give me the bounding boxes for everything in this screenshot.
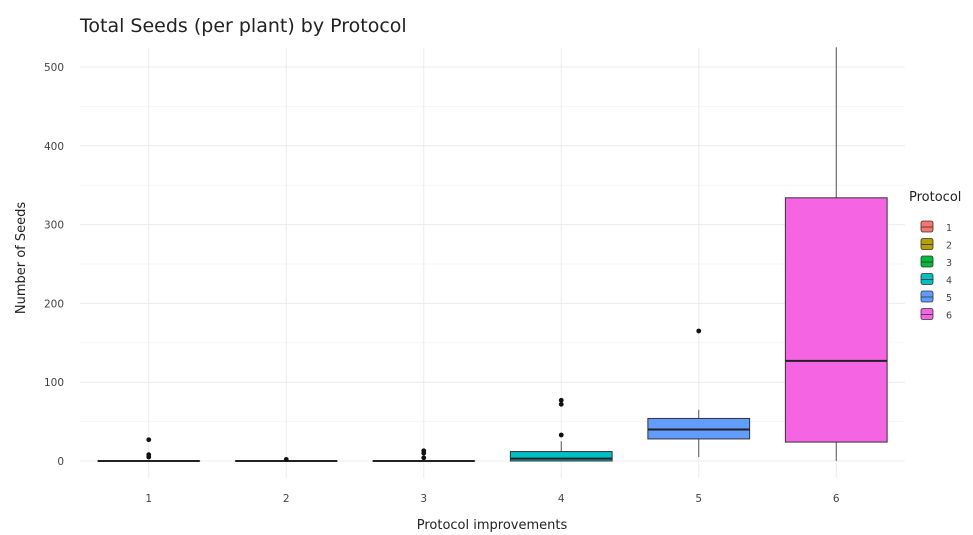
y-axis-ticks: 0 100 200 300 400 500 <box>44 62 64 468</box>
outlier-point <box>146 454 152 460</box>
x-tick-label: 6 <box>833 493 840 505</box>
y-axis-label: Number of Seeds <box>14 202 29 315</box>
y-tick-label: 100 <box>44 377 64 389</box>
legend-key-1 <box>920 220 934 233</box>
x-tick-label: 4 <box>558 493 565 505</box>
outlier-point <box>421 450 427 456</box>
y-tick-label: 400 <box>44 141 64 153</box>
legend-key-3 <box>920 255 934 268</box>
x-tick-label: 5 <box>695 493 702 505</box>
box-group-5 <box>647 328 751 458</box>
box-group-6 <box>784 47 888 461</box>
legend-key-5 <box>920 290 934 303</box>
box-4 <box>509 451 613 462</box>
outlier-point <box>696 328 702 334</box>
x-axis-label: Protocol improvements <box>417 518 568 533</box>
outlier-point <box>558 432 564 438</box>
y-tick-label: 0 <box>57 456 64 468</box>
legend-label: 5 <box>946 293 952 304</box>
y-tick-label: 500 <box>44 62 64 74</box>
outlier-point <box>558 401 564 407</box>
boxes <box>97 47 888 462</box>
outlier-point <box>146 437 152 443</box>
legend-label: 2 <box>946 241 952 252</box>
x-tick-label: 3 <box>420 493 427 505</box>
box-group-1 <box>97 437 201 462</box>
legend-label: 1 <box>946 223 952 234</box>
outlier-point <box>558 397 564 403</box>
x-tick-label: 1 <box>145 493 152 505</box>
box-6 <box>784 197 888 443</box>
legend-key-6 <box>920 308 934 320</box>
legend-title: Protocol <box>909 190 961 205</box>
legend-label: 4 <box>946 276 952 287</box>
box-group-2 <box>234 457 338 462</box>
chart-title: Total Seeds (per plant) by Protocol <box>79 15 407 37</box>
legend-key-2 <box>920 238 934 250</box>
box-group-3 <box>372 448 476 462</box>
x-axis-ticks: 1 2 3 4 5 6 <box>145 493 840 505</box>
legend-label: 6 <box>946 311 952 322</box>
x-tick-label: 2 <box>283 493 290 505</box>
legend-label: 3 <box>946 258 952 269</box>
legend-key-4 <box>920 273 934 285</box>
box-group-4 <box>509 397 613 462</box>
y-tick-label: 200 <box>44 298 64 310</box>
grid-lines <box>80 48 905 478</box>
outlier-point <box>421 455 427 461</box>
legend: Protocol 1 2 3 4 5 6 <box>909 190 961 322</box>
outlier-point <box>283 457 289 462</box>
y-tick-label: 300 <box>44 220 64 232</box>
